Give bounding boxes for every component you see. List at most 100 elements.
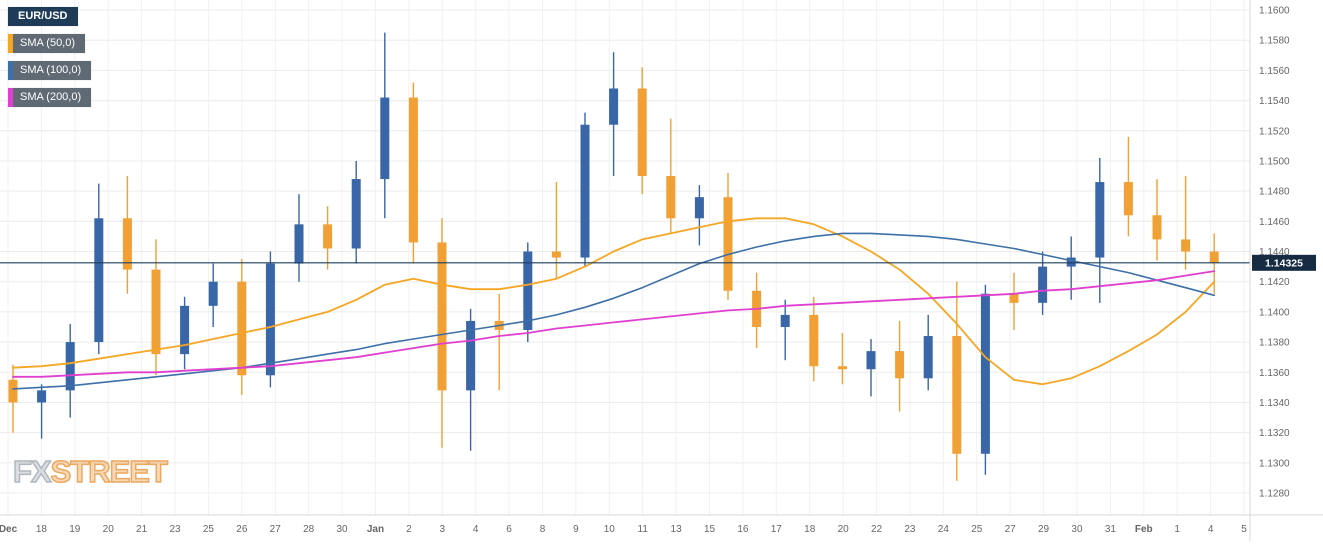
y-axis-label: 1.1380 (1259, 338, 1290, 349)
x-axis-label: 8 (540, 524, 546, 535)
candle-body[interactable] (694, 197, 704, 219)
x-axis-label: 15 (704, 524, 716, 535)
x-axis-label: 1 (1174, 524, 1180, 535)
sma50-label: SMA (50,0) (20, 37, 76, 49)
candle-body[interactable] (551, 251, 561, 258)
y-axis-label: 1.1360 (1259, 368, 1290, 379)
candle-body[interactable] (437, 242, 447, 391)
x-axis-label: Feb (1135, 524, 1153, 535)
x-axis-label: 23 (904, 524, 916, 535)
x-axis-label: 21 (136, 524, 148, 535)
candle-body[interactable] (1009, 293, 1019, 303)
candle-body[interactable] (237, 281, 247, 376)
candle-body[interactable] (94, 218, 104, 343)
candle-body[interactable] (265, 263, 275, 376)
candle-body[interactable] (323, 224, 333, 249)
candle-body[interactable] (8, 379, 18, 403)
x-axis-label: Dec (0, 524, 18, 535)
candle-body[interactable] (723, 197, 733, 291)
candle-body[interactable] (866, 351, 876, 370)
x-axis-label: 10 (604, 524, 616, 535)
candle-body[interactable] (408, 97, 418, 243)
y-axis-label: 1.1500 (1259, 156, 1290, 167)
candle-body[interactable] (351, 179, 361, 249)
legend-sma-100[interactable]: SMA (100,0) (8, 61, 92, 80)
x-axis-label: 31 (1105, 524, 1117, 535)
last-price-badge (1252, 254, 1316, 271)
sma-line-0 (12, 217, 1216, 386)
candle-body[interactable] (609, 88, 619, 125)
candle-body[interactable] (980, 293, 990, 454)
candle-body[interactable] (208, 281, 218, 306)
x-axis-label: 5 (1241, 524, 1247, 535)
y-axis-label: 1.1560 (1259, 66, 1290, 77)
candle-body[interactable] (1209, 251, 1219, 263)
legend-sma-200[interactable]: SMA (200,0) (8, 88, 92, 107)
x-axis-label: Jan (367, 524, 384, 535)
x-axis-label: 27 (270, 524, 282, 535)
candle-body[interactable] (65, 342, 75, 391)
x-axis-label: 9 (573, 524, 579, 535)
sma100-label: SMA (100,0) (20, 64, 82, 76)
candle-body[interactable] (523, 251, 533, 330)
y-axis-label: 1.1600 (1259, 6, 1290, 17)
candle-body[interactable] (637, 88, 647, 177)
x-axis-label: 20 (103, 524, 115, 535)
y-axis-label: 1.1460 (1259, 217, 1290, 228)
y-axis-label: 1.1420 (1259, 277, 1290, 288)
candle-body[interactable] (952, 336, 962, 454)
y-axis-label: 1.1520 (1259, 126, 1290, 137)
candle-body[interactable] (837, 366, 847, 370)
x-axis-label: 30 (1071, 524, 1083, 535)
candles-group[interactable] (8, 32, 1219, 481)
y-axis-label: 1.1480 (1259, 187, 1290, 198)
candle-body[interactable] (37, 390, 47, 403)
y-axis-label: 1.1400 (1259, 307, 1290, 318)
x-axis-label: 26 (236, 524, 248, 535)
watermark-fx: FX (12, 453, 52, 490)
candle-body[interactable] (1152, 215, 1162, 240)
x-axis-label: 13 (671, 524, 683, 535)
candle-body[interactable] (923, 336, 933, 379)
candle-body[interactable] (780, 314, 790, 327)
y-axis-label: 1.1540 (1259, 96, 1290, 107)
y-axis-label: 1.1320 (1259, 428, 1290, 439)
fxstreet-watermark: FXSTREET (12, 452, 169, 492)
candle-body[interactable] (1038, 266, 1048, 303)
sma-line-2 (12, 270, 1216, 378)
sma100-color-strip (8, 61, 13, 80)
candle-body[interactable] (580, 124, 590, 258)
x-axis-label: 25 (971, 524, 983, 535)
x-axis-label: 22 (871, 524, 883, 535)
candle-body[interactable] (666, 176, 676, 219)
x-axis-label: 27 (1005, 524, 1017, 535)
candle-body[interactable] (1181, 239, 1191, 252)
y-axis-label: 1.1300 (1259, 458, 1290, 469)
candle-body[interactable] (294, 224, 304, 264)
candle-body[interactable] (895, 351, 905, 379)
x-axis-label: 11 (638, 524, 649, 535)
candle-body[interactable] (466, 320, 476, 391)
candle-body[interactable] (1123, 182, 1133, 216)
watermark-street: STREET (50, 453, 169, 490)
candle-body[interactable] (809, 314, 819, 367)
x-axis-label: 30 (336, 524, 348, 535)
legend-sma-50[interactable]: SMA (50,0) (8, 34, 86, 53)
candle-body[interactable] (180, 305, 190, 355)
candle-body[interactable] (151, 269, 161, 355)
candle-body[interactable] (1066, 257, 1076, 267)
x-axis-label: 4 (473, 524, 479, 535)
candle-body[interactable] (1095, 182, 1105, 258)
x-axis-label: 3 (439, 524, 445, 535)
y-axis-label: 1.1440 (1259, 247, 1290, 258)
sma-line-1 (12, 232, 1215, 390)
candle-body[interactable] (380, 97, 390, 180)
sma200-label: SMA (200,0) (20, 91, 82, 103)
x-axis-label: 19 (69, 524, 81, 535)
legend-symbol-eurusd[interactable]: EUR/USD (8, 7, 78, 26)
sma200-color-strip (8, 88, 13, 107)
candle-body[interactable] (122, 218, 132, 270)
symbol-label: EUR/USD (18, 10, 68, 22)
